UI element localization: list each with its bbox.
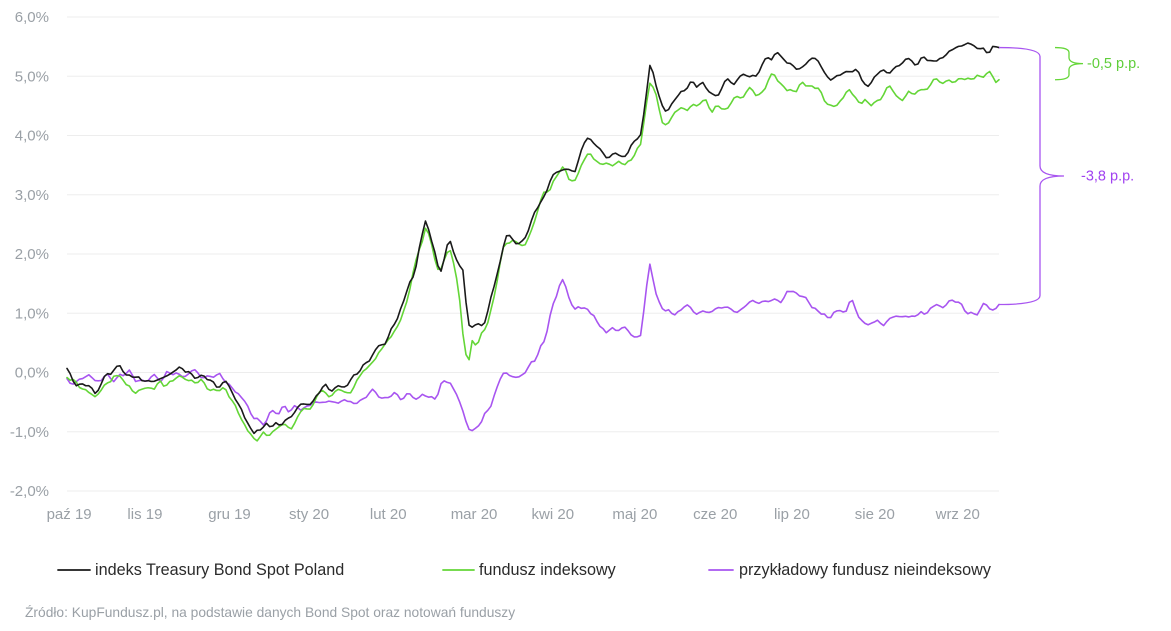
svg-text:wrz 20: wrz 20: [935, 506, 980, 523]
svg-text:paź 19: paź 19: [47, 506, 92, 523]
svg-text:5,0%: 5,0%: [15, 68, 49, 85]
svg-text:maj 20: maj 20: [612, 506, 657, 523]
svg-text:kwi 20: kwi 20: [532, 506, 575, 523]
svg-text:6,0%: 6,0%: [15, 9, 49, 26]
svg-text:1,0%: 1,0%: [15, 305, 49, 322]
svg-text:3,0%: 3,0%: [15, 187, 49, 204]
svg-text:-1,0%: -1,0%: [10, 424, 49, 441]
svg-text:cze 20: cze 20: [693, 506, 737, 523]
svg-text:sty 20: sty 20: [289, 506, 329, 523]
svg-text:fundusz indeksowy: fundusz indeksowy: [479, 561, 617, 579]
svg-text:-2,0%: -2,0%: [10, 483, 49, 500]
svg-text:-3,8 p.p.: -3,8 p.p.: [1081, 169, 1134, 185]
svg-text:2,0%: 2,0%: [15, 246, 49, 263]
svg-text:przykładowy fundusz nieindekso: przykładowy fundusz nieindeksowy: [739, 561, 992, 579]
svg-text:0,0%: 0,0%: [15, 365, 49, 382]
svg-text:lip 20: lip 20: [774, 506, 810, 523]
svg-text:lis 19: lis 19: [127, 506, 162, 523]
svg-text:indeks Treasury Bond Spot Pola: indeks Treasury Bond Spot Poland: [95, 561, 344, 579]
svg-text:sie 20: sie 20: [855, 506, 895, 523]
svg-text:gru 19: gru 19: [208, 506, 251, 523]
svg-text:Źródło: KupFundusz.pl, na pods: Źródło: KupFundusz.pl, na podstawie dany…: [25, 604, 515, 620]
svg-text:4,0%: 4,0%: [15, 128, 49, 145]
svg-text:mar 20: mar 20: [451, 506, 498, 523]
svg-text:-0,5 p.p.: -0,5 p.p.: [1087, 56, 1140, 72]
svg-text:lut 20: lut 20: [370, 506, 407, 523]
